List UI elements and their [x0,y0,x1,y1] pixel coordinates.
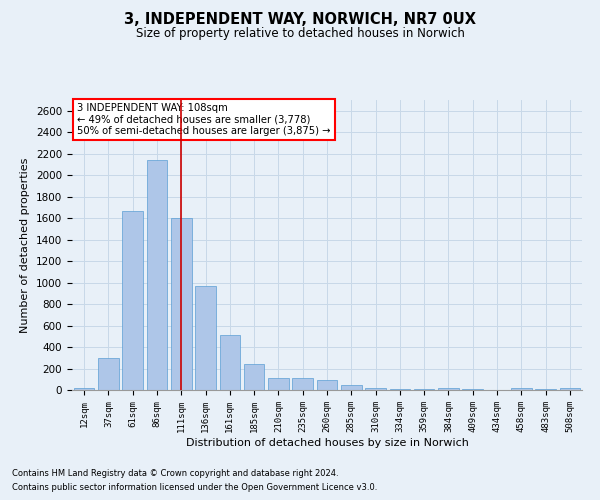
Bar [365,388,386,390]
Text: Size of property relative to detached houses in Norwich: Size of property relative to detached ho… [136,28,464,40]
Bar [98,358,119,390]
Bar [438,388,459,390]
Bar [560,388,580,390]
Text: 3 INDEPENDENT WAY: 108sqm
← 49% of detached houses are smaller (3,778)
50% of se: 3 INDEPENDENT WAY: 108sqm ← 49% of detac… [77,103,331,136]
Bar [244,364,265,390]
Bar [220,335,240,390]
Bar [389,389,410,390]
Bar [146,160,167,390]
X-axis label: Distribution of detached houses by size in Norwich: Distribution of detached houses by size … [185,438,469,448]
Y-axis label: Number of detached properties: Number of detached properties [20,158,31,332]
Bar [171,218,191,390]
Bar [292,378,313,390]
Text: Contains HM Land Registry data © Crown copyright and database right 2024.: Contains HM Land Registry data © Crown c… [12,468,338,477]
Bar [341,385,362,390]
Bar [195,286,216,390]
Bar [511,388,532,390]
Bar [317,380,337,390]
Bar [414,389,434,390]
Bar [74,388,94,390]
Text: Contains public sector information licensed under the Open Government Licence v3: Contains public sector information licen… [12,484,377,492]
Bar [122,210,143,390]
Bar [268,378,289,390]
Text: 3, INDEPENDENT WAY, NORWICH, NR7 0UX: 3, INDEPENDENT WAY, NORWICH, NR7 0UX [124,12,476,28]
